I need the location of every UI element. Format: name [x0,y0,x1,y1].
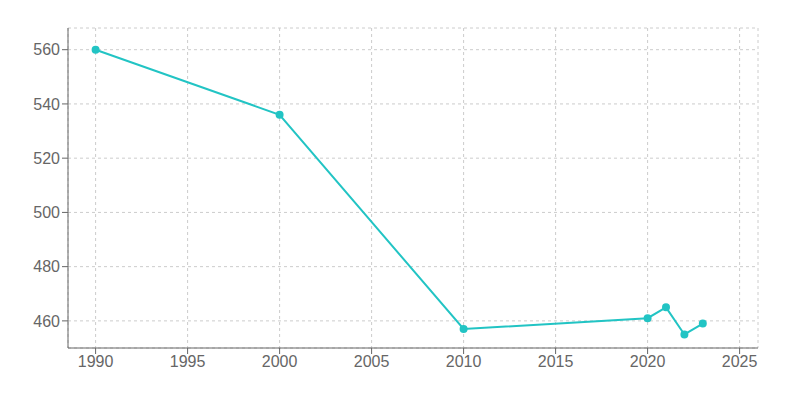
svg-text:460: 460 [33,313,60,330]
svg-text:2000: 2000 [262,353,298,370]
svg-text:2015: 2015 [538,353,574,370]
svg-text:480: 480 [33,258,60,275]
svg-text:2025: 2025 [722,353,758,370]
svg-text:1990: 1990 [78,353,114,370]
svg-text:520: 520 [33,150,60,167]
svg-text:560: 560 [33,41,60,58]
svg-text:540: 540 [33,96,60,113]
svg-text:500: 500 [33,204,60,221]
svg-text:1995: 1995 [170,353,206,370]
svg-text:2005: 2005 [354,353,390,370]
svg-text:2010: 2010 [446,353,482,370]
svg-text:2020: 2020 [630,353,666,370]
